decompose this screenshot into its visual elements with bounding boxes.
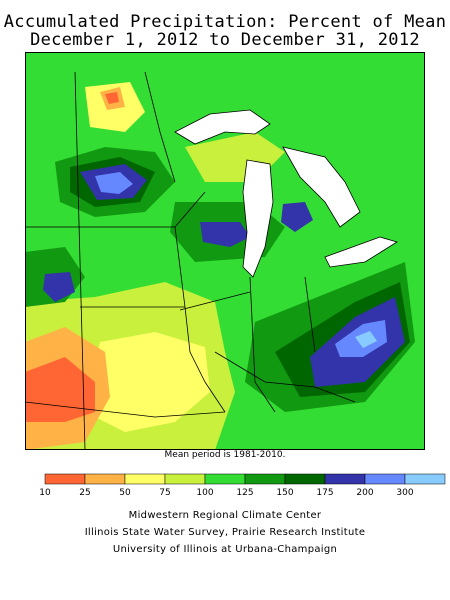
legend-swatch: [124, 473, 166, 485]
lake-superior: [174, 109, 271, 145]
lake-erie: [324, 236, 398, 268]
lightest-blue-region-ohio: [355, 331, 377, 348]
blue-region-michigan: [281, 202, 313, 232]
credit-line-2: Illinois State Water Survey, Prairie Res…: [84, 527, 366, 538]
legend-swatch: [84, 473, 126, 485]
credit-line-3: University of Illinois at Urbana-Champai…: [112, 544, 338, 555]
very-dry-region-sw: [85, 332, 210, 432]
map-frame: [25, 52, 425, 450]
legend: 10 25 50 75 100 125 150 175 200 300: [39, 473, 446, 498]
credit-line-1: Midwestern Regional Climate Center: [128, 510, 322, 521]
legend-swatch: [284, 473, 326, 485]
legend-tick-label: 300: [396, 488, 413, 498]
precipitation-map: [25, 52, 425, 450]
legend-tick-label: 10: [39, 488, 51, 498]
map-date-range: December 1, 2012 to December 31, 2012: [30, 30, 420, 50]
legend-tick-label: 75: [159, 488, 170, 498]
legend-tick-label: 100: [196, 488, 213, 498]
legend-tick-label: 125: [236, 488, 253, 498]
legend-swatch: [44, 473, 86, 485]
legend-tick-label: 50: [119, 488, 131, 498]
legend-tick-label: 175: [316, 488, 333, 498]
blue-region-wisconsin: [200, 222, 250, 247]
legend-swatch: [164, 473, 206, 485]
legend-swatch: [364, 473, 406, 485]
blue-region-west: [43, 272, 75, 302]
legend-swatch: [204, 473, 246, 485]
legend-swatch: [324, 473, 366, 485]
light-blue-core-north: [95, 172, 133, 194]
legend-tick-label: 150: [276, 488, 293, 498]
map-title: Accumulated Precipitation: Percent of Me…: [3, 12, 447, 32]
legend-tick-label: 25: [79, 488, 90, 498]
red-region-north: [105, 92, 119, 104]
lake-michigan: [242, 159, 274, 278]
red-region-sw: [25, 357, 95, 422]
state-borders: [25, 71, 356, 450]
legend-tick-label: 200: [356, 488, 373, 498]
lake-huron: [282, 146, 361, 228]
legend-swatch: [244, 473, 286, 485]
mean-period-note: Mean period is 1981-2010.: [164, 450, 286, 460]
legend-swatch: [404, 473, 446, 485]
